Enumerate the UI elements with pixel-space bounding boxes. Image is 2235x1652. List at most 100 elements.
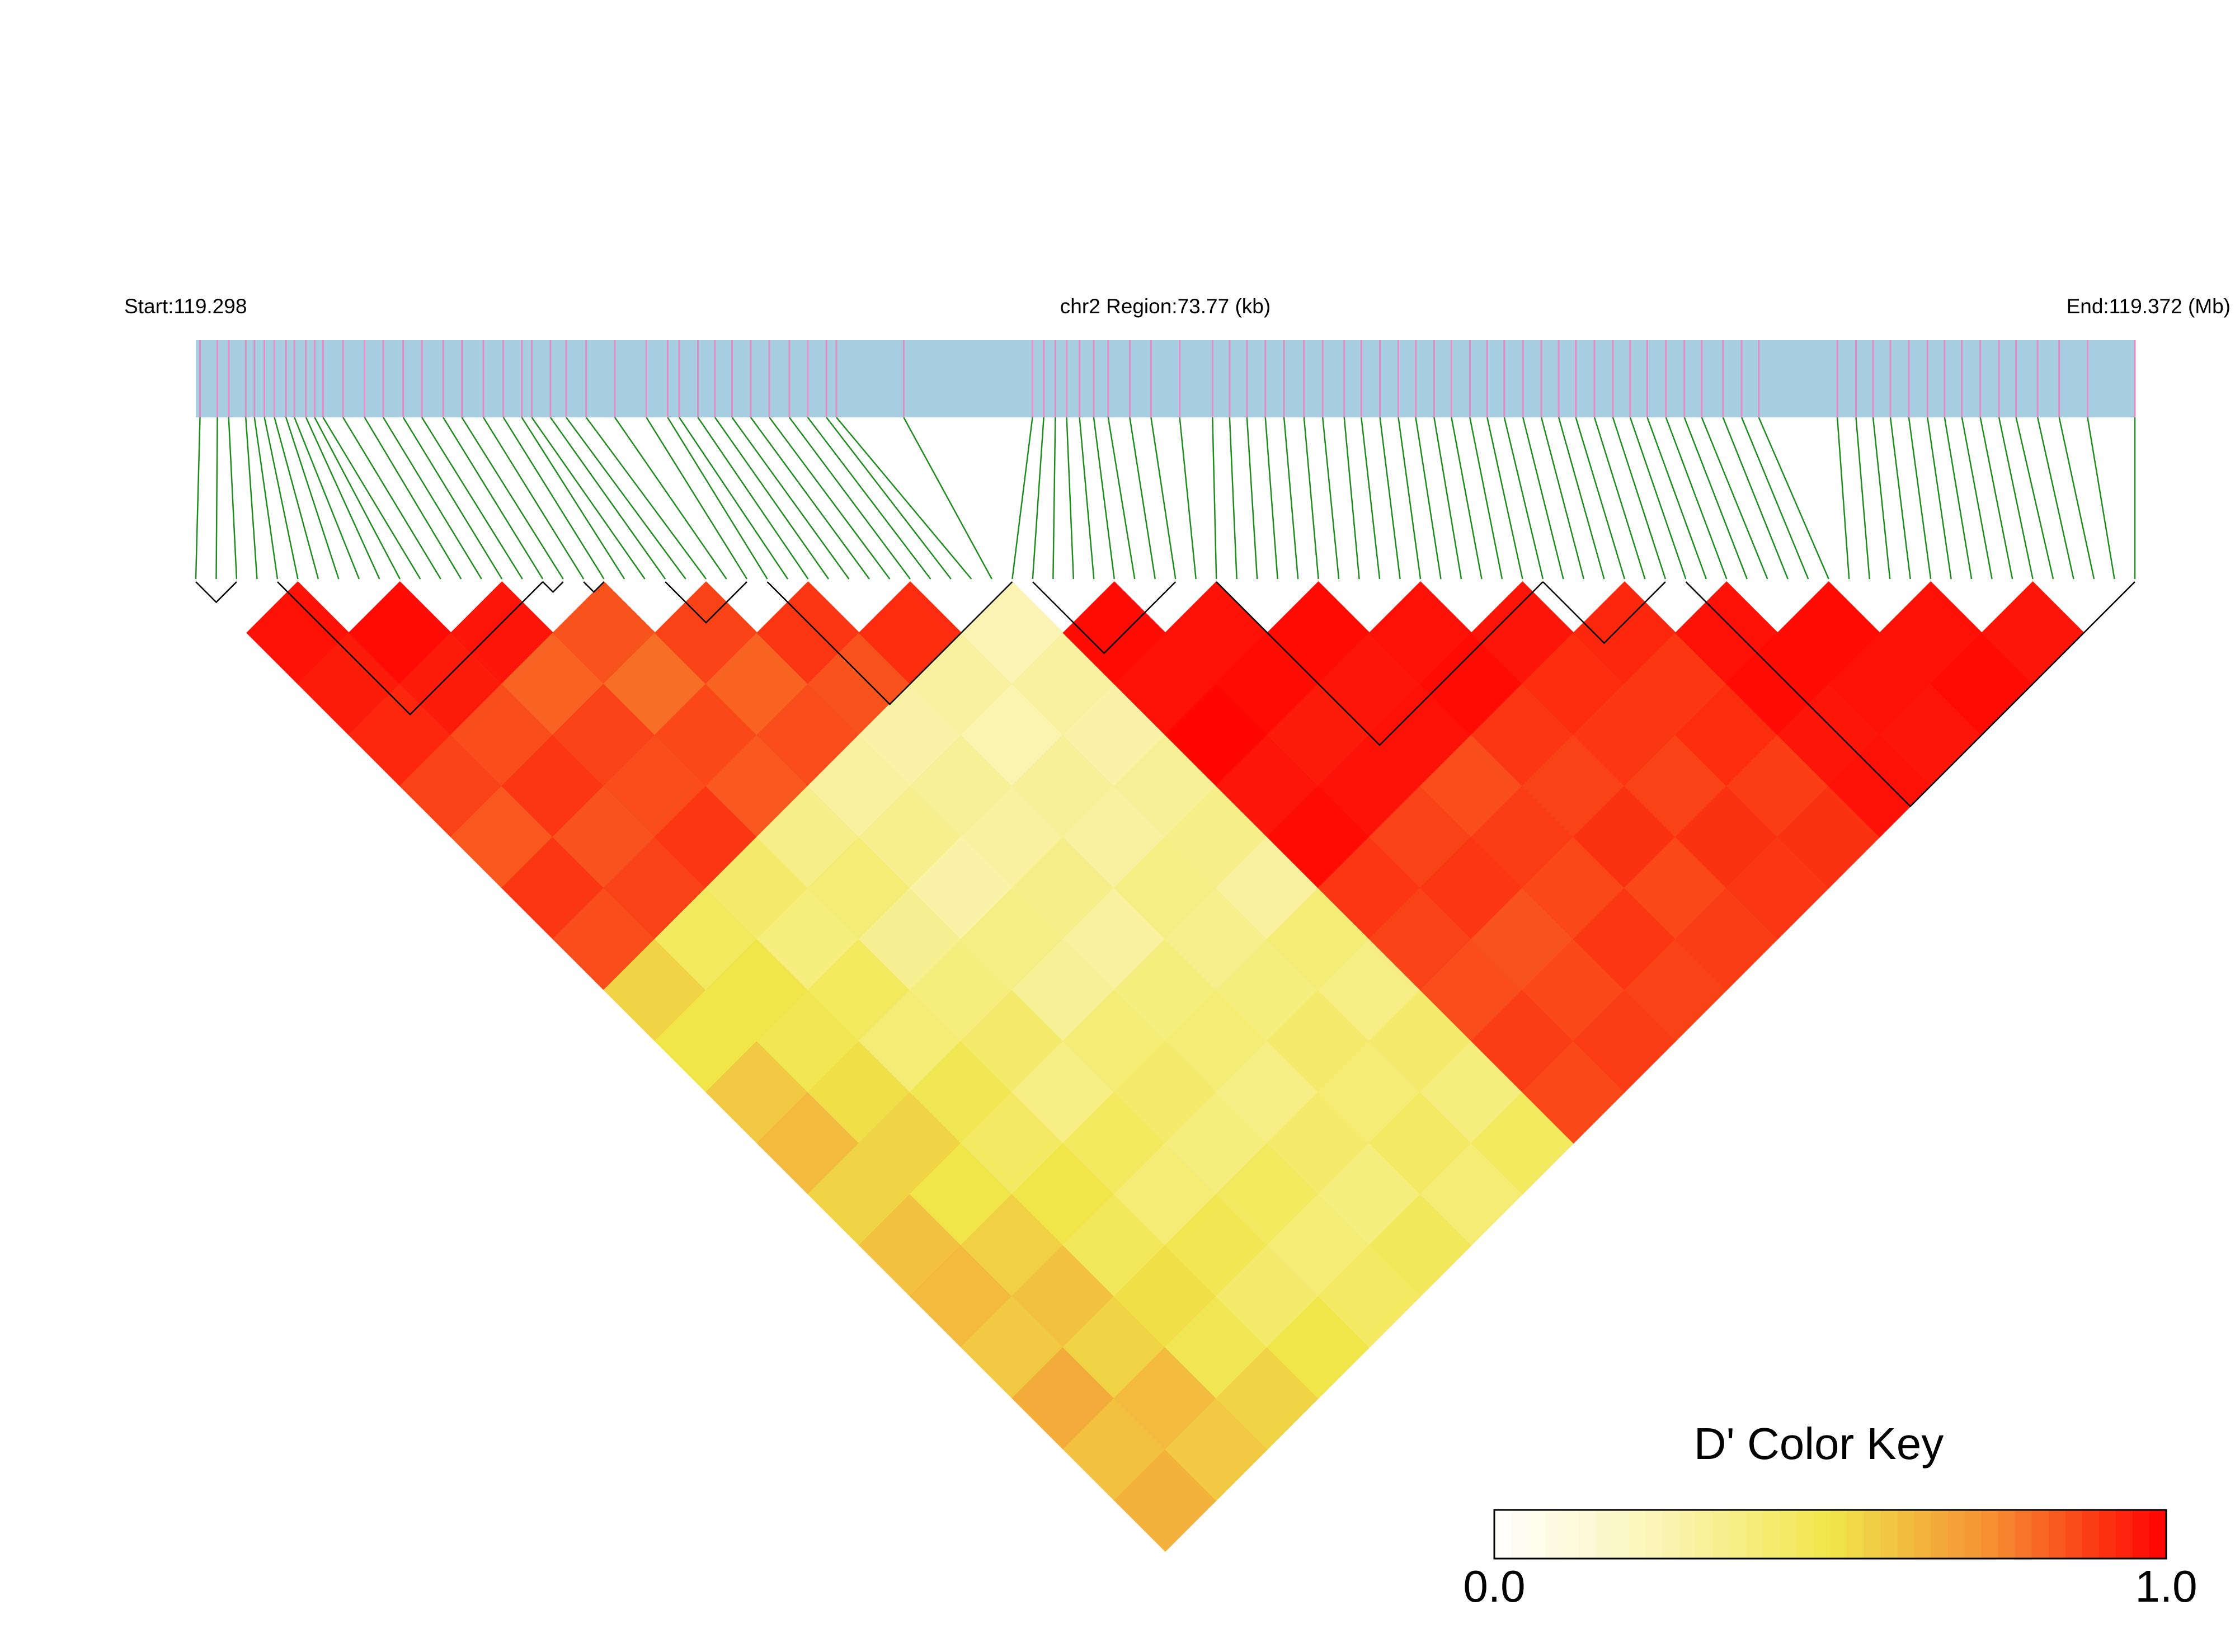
snp-link bbox=[549, 417, 666, 580]
color-key-step bbox=[1746, 1510, 1764, 1559]
color-key-step bbox=[1981, 1510, 1999, 1559]
snp-link bbox=[382, 417, 482, 580]
color-key-step bbox=[2149, 1510, 2167, 1559]
snp-link bbox=[1927, 417, 1952, 580]
snp-link bbox=[1889, 417, 1911, 580]
color-key-step bbox=[1964, 1510, 1982, 1559]
snp-link bbox=[1469, 417, 1503, 580]
color-key-step bbox=[2132, 1510, 2150, 1559]
snp-link bbox=[521, 417, 625, 580]
snp-link bbox=[2015, 417, 2054, 580]
snp-link bbox=[614, 417, 727, 580]
color-key-step bbox=[1897, 1510, 1915, 1559]
color-key-step bbox=[1813, 1510, 1831, 1559]
color-key-step bbox=[1780, 1510, 1798, 1559]
snp-links bbox=[195, 417, 2136, 580]
snp-link bbox=[1246, 417, 1258, 580]
color-key-step bbox=[1561, 1510, 1579, 1559]
snp-link bbox=[1612, 417, 1667, 580]
snp-link bbox=[1722, 417, 1789, 580]
snp-link bbox=[2036, 417, 2074, 580]
snp-link bbox=[322, 417, 421, 580]
snp-link bbox=[714, 417, 830, 580]
snp-link bbox=[646, 417, 748, 580]
snp-link bbox=[836, 417, 972, 580]
color-key-step bbox=[1947, 1510, 1965, 1559]
color-key-step bbox=[1880, 1510, 1898, 1559]
color-key-label: 0.0 bbox=[1463, 1561, 1525, 1611]
snp-link bbox=[750, 417, 870, 580]
region-label: chr2 Region:73.77 (kb) bbox=[1060, 295, 1271, 318]
color-key-step bbox=[1629, 1510, 1646, 1559]
color-key-step bbox=[2015, 1510, 2032, 1559]
snp-link bbox=[1264, 417, 1278, 580]
snp-link bbox=[305, 417, 380, 580]
color-key-step bbox=[1847, 1510, 1865, 1559]
snp-link bbox=[1179, 417, 1197, 580]
snp-link bbox=[1283, 417, 1299, 580]
snp-link bbox=[1683, 417, 1748, 580]
color-key-label: 1.0 bbox=[2135, 1561, 2197, 1611]
region-bar-fill bbox=[196, 340, 2135, 417]
snp-link bbox=[667, 417, 768, 580]
color-key-step bbox=[1729, 1510, 1747, 1559]
snp-link bbox=[1758, 417, 1829, 580]
snp-link bbox=[1872, 417, 1891, 580]
color-key-step bbox=[1511, 1510, 1528, 1559]
snp-link bbox=[285, 417, 340, 580]
color-key: 0.0 1.0 bbox=[1463, 1509, 2198, 1611]
snp-link bbox=[1079, 417, 1095, 580]
color-key-step bbox=[2115, 1510, 2133, 1559]
snp-link bbox=[1855, 417, 1870, 580]
snp-link bbox=[1212, 417, 1217, 580]
snp-link bbox=[502, 417, 605, 580]
color-key-step bbox=[1545, 1510, 1562, 1559]
color-key-step bbox=[1494, 1510, 1512, 1559]
snp-link bbox=[1503, 417, 1544, 580]
snp-link bbox=[1575, 417, 1626, 580]
ld-block bbox=[583, 581, 605, 594]
end-label: End:119.372 (Mb) bbox=[2067, 295, 2231, 318]
snp-link bbox=[769, 417, 891, 580]
snp-link bbox=[461, 417, 564, 580]
snp-link bbox=[1908, 417, 1932, 580]
snp-link bbox=[731, 417, 850, 580]
snp-link bbox=[678, 417, 789, 580]
snp-link bbox=[402, 417, 503, 580]
snp-link bbox=[228, 417, 238, 580]
snp-link bbox=[342, 417, 441, 580]
snp-link bbox=[1522, 417, 1564, 580]
snp-link bbox=[1558, 417, 1605, 580]
snp-link bbox=[531, 417, 646, 580]
region-bar bbox=[196, 340, 2136, 417]
ld-blocks bbox=[195, 581, 2135, 808]
color-key-step bbox=[2031, 1510, 2049, 1559]
snp-link bbox=[1998, 417, 2034, 580]
heatmap bbox=[246, 581, 2085, 1552]
color-key-step bbox=[1662, 1510, 1680, 1559]
snp-link bbox=[1451, 417, 1483, 580]
snp-link bbox=[1229, 417, 1238, 580]
ld-block bbox=[665, 581, 747, 624]
ld-block bbox=[277, 581, 544, 716]
snp-link bbox=[1593, 417, 1646, 580]
color-key-step bbox=[1864, 1510, 1881, 1559]
snp-link bbox=[1665, 417, 1728, 580]
snp-link bbox=[482, 417, 585, 580]
snp-link bbox=[1129, 417, 1156, 580]
snp-link bbox=[1361, 417, 1381, 580]
snp-link bbox=[1415, 417, 1442, 580]
ld-block bbox=[542, 581, 564, 594]
snp-link bbox=[903, 417, 992, 580]
snp-link bbox=[1979, 417, 2013, 580]
snp-link bbox=[274, 417, 319, 580]
snp-link bbox=[697, 417, 809, 580]
snp-link bbox=[1066, 417, 1075, 580]
ld-block bbox=[1542, 581, 1666, 644]
snp-link bbox=[1303, 417, 1319, 580]
color-key-step bbox=[1696, 1510, 1714, 1559]
snp-link bbox=[1321, 417, 1340, 580]
snp-link bbox=[1740, 417, 1809, 580]
snp-link bbox=[585, 417, 707, 580]
